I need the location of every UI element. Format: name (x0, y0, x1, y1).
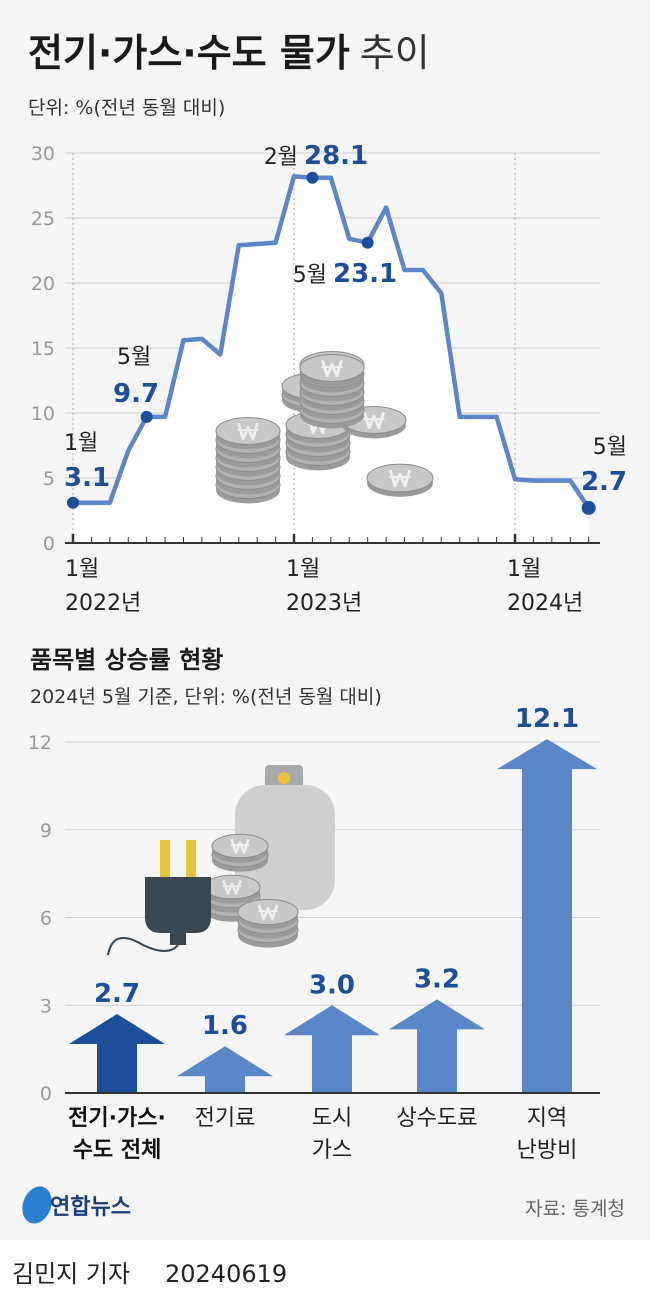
category-label: 도시 (312, 1106, 352, 1131)
x-tick-year: 2024년 (507, 591, 583, 616)
bar-value-label: 3.0 (309, 970, 355, 1000)
bar-arrow (69, 1014, 165, 1093)
plug-prong (186, 840, 196, 880)
yonhap-logo: 연합뉴스 (22, 1186, 131, 1224)
bar-value-label: 2.7 (94, 979, 140, 1009)
data-point (581, 500, 596, 515)
x-tick-year: 2023년 (286, 591, 362, 616)
gas-valve-knob (278, 772, 290, 784)
y-tick-label: 0 (40, 1083, 52, 1105)
category-label: 전기·가스· (68, 1106, 166, 1131)
bar-arrow (389, 999, 485, 1093)
won-icon (230, 838, 250, 854)
logo-mark (22, 1186, 52, 1224)
title-line: 전기·가스·수도 물가 추이 (28, 31, 430, 75)
y-tick-label: 0 (43, 533, 55, 555)
annotation-value: 9.7 (113, 379, 159, 409)
x-tick-year: 2022년 (65, 591, 141, 616)
line-chart: 0 5 10 15 20 25 30 1월 2022년 1월 2023년 1월 2024년 1월 3.1 5월… (31, 141, 627, 616)
category-label: 상수도료 (397, 1106, 478, 1131)
coins-illustration (215, 351, 434, 504)
annotation-value: 28.1 (304, 141, 368, 171)
category-label: 전기료 (195, 1106, 256, 1131)
title: 전기·가스·수도 물가 (28, 31, 350, 75)
x-tick-month: 1월 (507, 557, 541, 582)
y-tick-label: 10 (31, 403, 55, 425)
annotation-month: 1월 (64, 431, 98, 456)
plug-icon (145, 877, 211, 933)
title-suffix: 추이 (360, 31, 430, 75)
won-icon (321, 359, 343, 378)
data-point (67, 496, 79, 509)
won-icon (222, 879, 242, 895)
category-label: 지역 (527, 1106, 567, 1131)
bar-arrow (497, 739, 597, 1093)
logo-text: 연합뉴스 (50, 1194, 131, 1220)
annotation-value: 3.1 (64, 463, 110, 493)
bar-arrow (177, 1046, 273, 1093)
bar-value-label: 1.6 (202, 1011, 248, 1041)
bar-value-label: 3.2 (414, 964, 460, 994)
annotation-value: 2.7 (581, 467, 627, 497)
won-icon (237, 422, 259, 441)
category-label: 수도 전체 (73, 1138, 162, 1163)
byline: 김민지 기자 (12, 1260, 130, 1288)
x-tick-month: 1월 (286, 557, 320, 582)
series-line (73, 174, 591, 510)
y-tick-label: 5 (43, 468, 55, 490)
y-tick-label: 25 (31, 208, 55, 230)
bar-arrow (284, 1005, 380, 1093)
y-tick-label: 12 (28, 732, 52, 754)
gas-plug-illustration (107, 765, 335, 956)
won-icon (388, 469, 412, 488)
data-point (361, 236, 374, 249)
coin (237, 898, 299, 926)
y-tick-label: 3 (40, 995, 52, 1017)
category-label: 가스 (312, 1138, 352, 1163)
plug-neck (170, 933, 186, 945)
annotation-month: 5월 (593, 435, 627, 460)
y-tick-label: 9 (40, 820, 52, 842)
bar-value-label: 12.1 (515, 704, 579, 734)
y-tick-label: 30 (31, 143, 55, 165)
bar-chart-title: 품목별 상승률 현황 (30, 646, 223, 674)
x-tick-month: 1월 (65, 557, 99, 582)
data-point (140, 410, 153, 423)
gas-tank-icon (235, 785, 335, 910)
annotation-value: 23.1 (333, 259, 397, 289)
source: 자료: 통계청 (525, 1198, 625, 1220)
plug-cable (107, 936, 179, 956)
category-label: 난방비 (517, 1138, 578, 1163)
won-icon (257, 904, 279, 921)
y-tick-label: 15 (31, 338, 55, 360)
data-point (306, 171, 319, 184)
plug-prong (160, 840, 170, 880)
annotation-month: 5월 (293, 263, 327, 288)
bar-chart-subtitle: 2024년 5월 기준, 단위: %(전년 동월 대비) (30, 686, 382, 708)
annotation-month: 5월 (117, 345, 151, 370)
won-icon (363, 411, 385, 430)
unit-label: 단위: %(전년 동월 대비) (28, 97, 225, 119)
y-tick-label: 20 (31, 273, 55, 295)
annotation-month: 2월 (264, 145, 298, 170)
coin (211, 833, 269, 859)
coin (203, 874, 261, 900)
date: 20240619 (165, 1260, 287, 1288)
y-tick-label: 6 (40, 908, 52, 930)
